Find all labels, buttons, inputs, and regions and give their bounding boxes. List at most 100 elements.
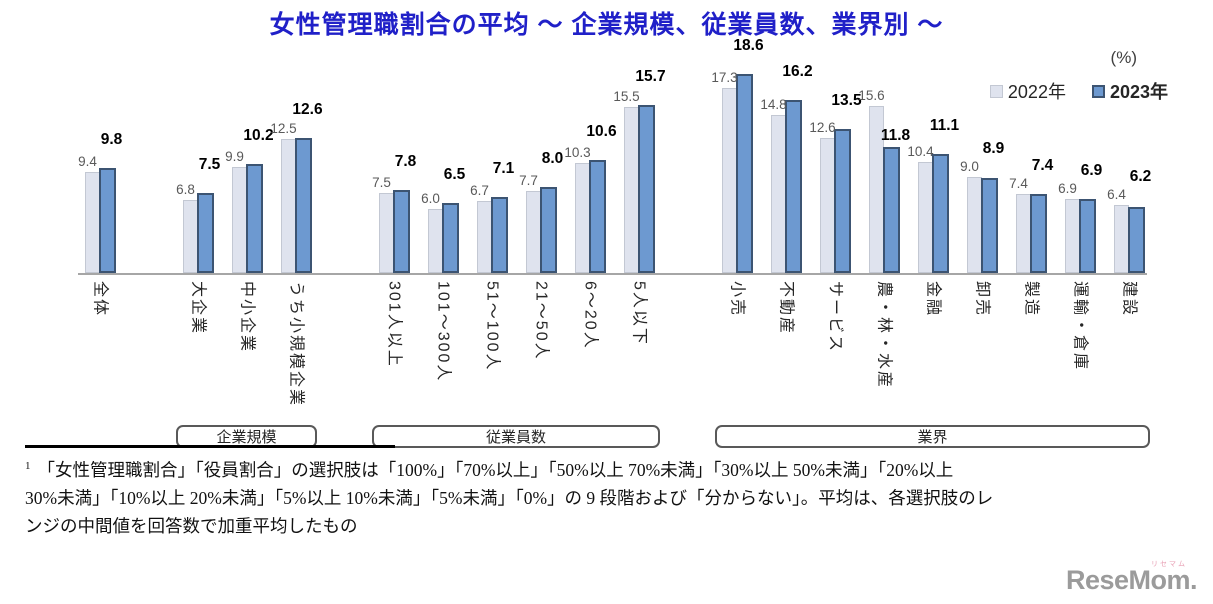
category-label: 21～50人	[532, 281, 550, 361]
value-label-2023: 8.9	[982, 139, 1005, 157]
value-label-2022: 15.5	[613, 89, 640, 105]
category-label: サービス	[826, 281, 844, 354]
bar-2023	[1029, 193, 1047, 273]
bar-2022	[231, 167, 247, 273]
category-label: 小売	[728, 281, 746, 318]
category-label: 301人以上	[385, 281, 403, 368]
footnote-line-3: ンジの中間値を回答数で加重平均したもの	[25, 515, 358, 536]
bar-2022	[819, 138, 835, 273]
value-label-2023: 6.2	[1129, 167, 1152, 185]
value-label-2022: 7.4	[1009, 175, 1028, 191]
category-label: 金融	[924, 281, 942, 318]
bar-2022	[280, 139, 296, 273]
value-label-2023: 7.5	[198, 155, 221, 173]
bar-2022	[182, 200, 198, 273]
footnote-separator	[25, 445, 395, 448]
bar-2023	[882, 146, 900, 273]
category-label: 不動産	[777, 281, 795, 336]
value-label-2023: 16.2	[782, 62, 813, 80]
value-label-2023: 7.4	[1031, 156, 1054, 174]
percent-unit-label: (%)	[1110, 48, 1137, 67]
chart-plot: 9.4 9.8 全体 6.8 7.5 大企業 9.9 10.2 中小企業 12.5 12.6 うち小規…	[75, 36, 1153, 460]
value-label-2022: 12.5	[270, 121, 297, 137]
category-label: 中小企業	[238, 281, 256, 354]
bar-2023	[931, 154, 949, 273]
value-label-2022: 6.9	[1058, 181, 1077, 197]
bar-2023	[294, 138, 312, 273]
value-label-2023: 6.5	[443, 166, 466, 184]
bar-2022	[1113, 204, 1129, 273]
bar-2023	[245, 163, 263, 273]
x-axis-line	[78, 273, 1147, 275]
value-label-2022: 9.4	[78, 154, 97, 170]
chart-title: 女性管理職割合の平均 ～ 企業規模、従業員数、業界別 ～	[269, 11, 944, 39]
category-label: 5人以下	[630, 281, 648, 346]
legend-label-2023: 2023年	[1109, 82, 1168, 102]
bar-2022	[476, 201, 492, 273]
bar-2023	[833, 128, 851, 273]
value-label-2023: 13.5	[831, 91, 862, 109]
bar-2022	[378, 192, 394, 273]
value-label-2022: 7.5	[372, 174, 391, 190]
value-label-2023: 10.6	[586, 122, 617, 140]
value-label-2023: 15.7	[635, 68, 666, 85]
group-box-industry: 業界	[715, 425, 1150, 448]
category-label: 製造	[1022, 281, 1040, 318]
legend-label-2022: 2022年	[1007, 82, 1066, 102]
category-label: 6～20人	[581, 281, 599, 350]
bar-2022	[427, 208, 443, 273]
value-label-2022: 7.7	[519, 172, 538, 188]
value-label-2022: 10.4	[907, 143, 934, 159]
category-label: 農・林・水産	[875, 281, 893, 390]
footnote-sup: 1	[25, 460, 31, 472]
legend: 2022年 2023年	[989, 78, 1168, 104]
value-label-2023: 8.0	[541, 150, 564, 168]
bar-2023	[588, 159, 606, 273]
footnote-line-2: 30%未満」「10%以上 20%未満」「5%以上 10%未満」「5%未満」「0%…	[25, 487, 994, 508]
resemom-logo: リセマム ReseMom.	[1065, 561, 1198, 596]
value-label-2023: 9.8	[100, 131, 123, 149]
bar-2022	[770, 114, 786, 273]
category-label: 大企業	[189, 281, 207, 336]
bar-2022	[1064, 199, 1080, 273]
value-label-2022: 9.0	[960, 158, 979, 174]
footnote-line-1: 1 「女性管理職割合」「役員割合」の選択肢は「100%」「70%以上」「50%以上…	[25, 459, 954, 480]
bar-2023	[980, 177, 998, 273]
value-label-2022: 6.0	[421, 190, 440, 206]
category-label: うち小規模企業	[287, 281, 305, 408]
value-label-2023: 11.8	[880, 126, 911, 144]
value-label-2022: 15.6	[858, 88, 885, 104]
value-label-2023: 7.8	[394, 152, 417, 170]
value-label-2022: 10.3	[564, 144, 591, 160]
value-label-2023: 10.2	[243, 126, 274, 144]
bar-2022	[917, 161, 933, 273]
bar-2022	[574, 162, 590, 273]
category-label: 全体	[91, 281, 109, 318]
category-label: 卸売	[973, 281, 991, 318]
value-label-2023: 6.9	[1080, 162, 1103, 180]
legend-item-2022: 2022年	[989, 78, 1066, 104]
bar-2022	[721, 87, 737, 273]
category-label: 101～300人	[434, 281, 452, 383]
bar-2023	[1078, 199, 1096, 273]
bar-2023	[637, 105, 655, 273]
value-label-2022: 6.7	[470, 183, 489, 199]
bar-2022	[84, 172, 100, 273]
bar-2023	[784, 99, 802, 273]
bar-2022	[525, 190, 541, 273]
resemom-logo-text: ReseMom.	[1065, 565, 1198, 595]
legend-swatch-2022	[989, 84, 1003, 98]
bar-2023	[1127, 206, 1145, 273]
category-label: 51～100人	[483, 281, 501, 372]
bar-2023	[735, 73, 753, 273]
group-box-company-size: 企業規模	[176, 425, 317, 448]
bar-2023	[490, 197, 508, 273]
value-label-2023: 18.6	[733, 36, 764, 54]
value-label-2022: 6.4	[1107, 186, 1126, 202]
bar-2023	[392, 189, 410, 273]
legend-item-2023: 2023年	[1091, 78, 1168, 104]
group-box-employee-count: 従業員数	[372, 425, 660, 448]
resemom-logo-ruby: リセマム	[1151, 561, 1187, 568]
bar-2023	[441, 203, 459, 273]
